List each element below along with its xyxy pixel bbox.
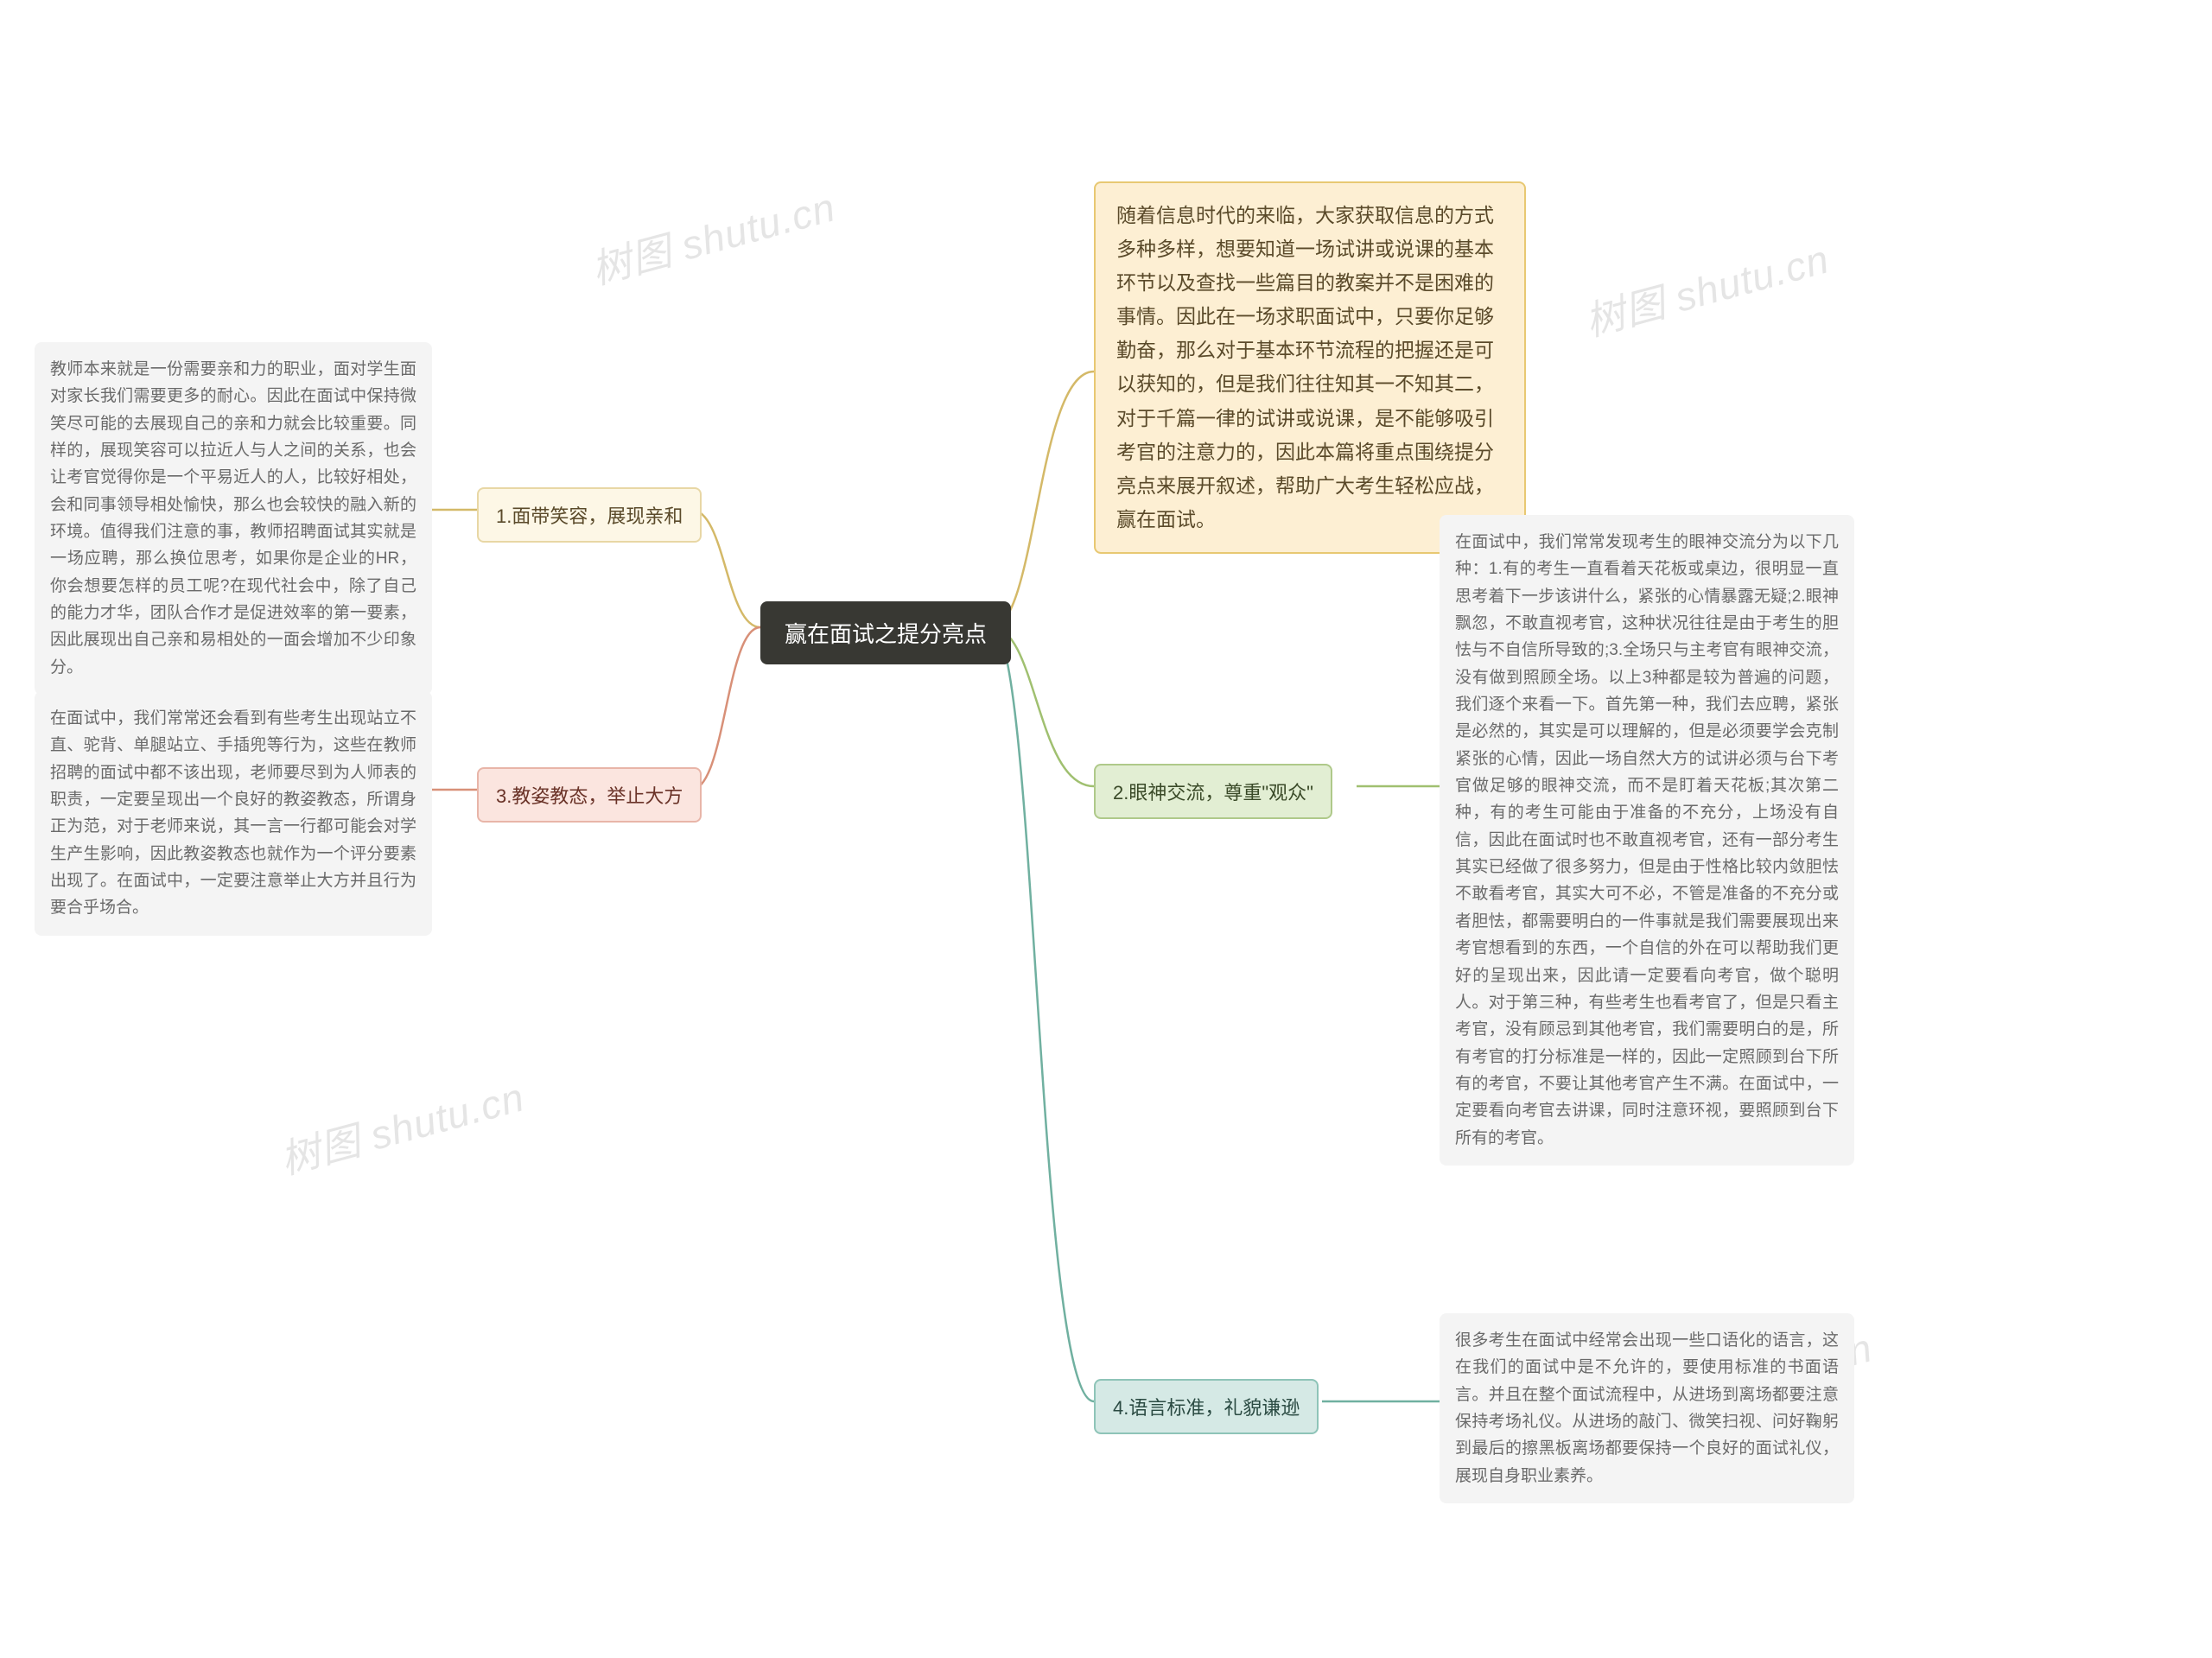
branch-intro[interactable]: 随着信息时代的来临，大家获取信息的方式多种多样，想要知道一场试讲或说课的基本环节… (1094, 181, 1526, 554)
watermark: 树图 shutu.cn (1578, 228, 1834, 348)
detail-smile: 教师本来就是一份需要亲和力的职业，面对学生面对家长我们需要更多的耐心。因此在面试… (35, 342, 432, 695)
watermark: 树图 shutu.cn (273, 1066, 530, 1186)
branch-eye-contact[interactable]: 2.眼神交流，尊重"观众" (1094, 764, 1332, 819)
branch-smile[interactable]: 1.面带笑容，展现亲和 (477, 487, 702, 543)
branch-posture[interactable]: 3.教姿教态，举止大方 (477, 767, 702, 823)
detail-posture: 在面试中，我们常常还会看到有些考生出现站立不直、驼背、单腿站立、手插兜等行为，这… (35, 691, 432, 936)
watermark: 树图 shutu.cn (584, 176, 841, 296)
mindmap-root[interactable]: 赢在面试之提分亮点 (760, 601, 1011, 664)
branch-language[interactable]: 4.语言标准，礼貌谦逊 (1094, 1379, 1319, 1434)
detail-eye-contact: 在面试中，我们常常发现考生的眼神交流分为以下几种：1.有的考生一直看着天花板或桌… (1440, 515, 1854, 1166)
detail-language: 很多考生在面试中经常会出现一些口语化的语言，这在我们的面试中是不允许的，要使用标… (1440, 1313, 1854, 1503)
